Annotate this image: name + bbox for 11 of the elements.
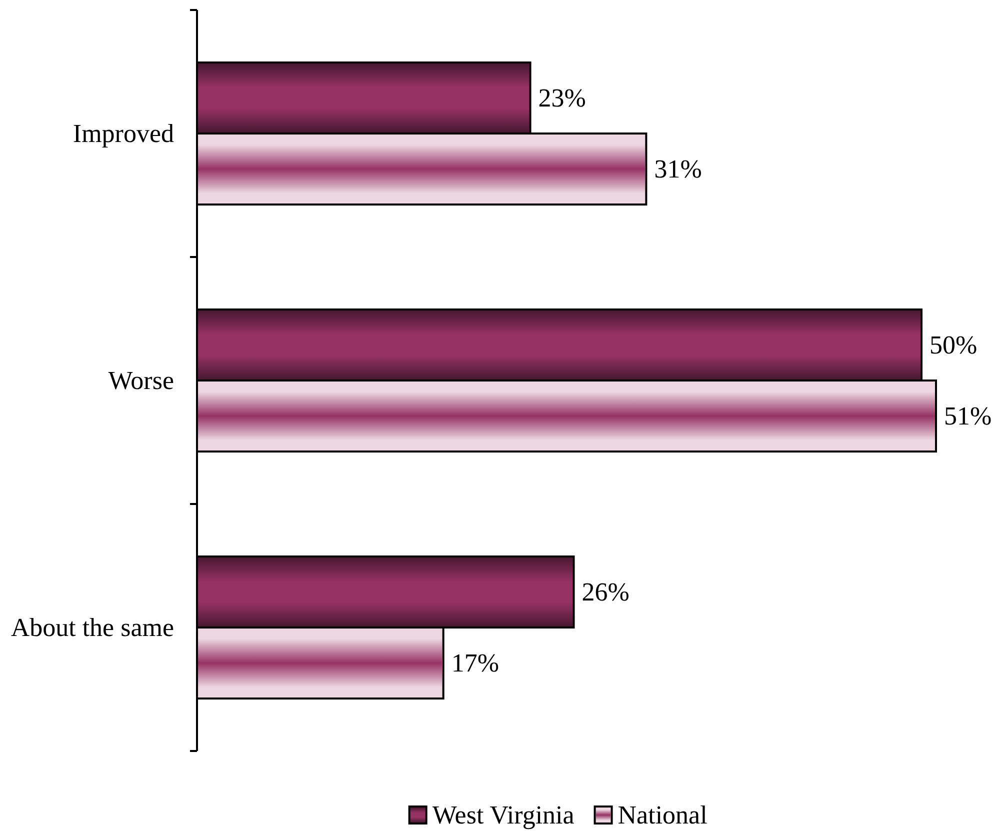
data-label: 26% bbox=[582, 577, 630, 606]
y-tick-label: Worse bbox=[108, 366, 174, 395]
data-label: 50% bbox=[930, 330, 978, 360]
y-tick-label: About the same bbox=[10, 613, 174, 642]
data-label: 17% bbox=[451, 648, 500, 678]
y-tick-label: Improved bbox=[72, 119, 174, 148]
data-label: 51% bbox=[944, 402, 992, 431]
data-label: 31% bbox=[654, 154, 702, 184]
legend-label: National bbox=[618, 800, 708, 830]
data-label: 23% bbox=[538, 83, 586, 112]
legend-label: West Virginia bbox=[432, 800, 575, 830]
